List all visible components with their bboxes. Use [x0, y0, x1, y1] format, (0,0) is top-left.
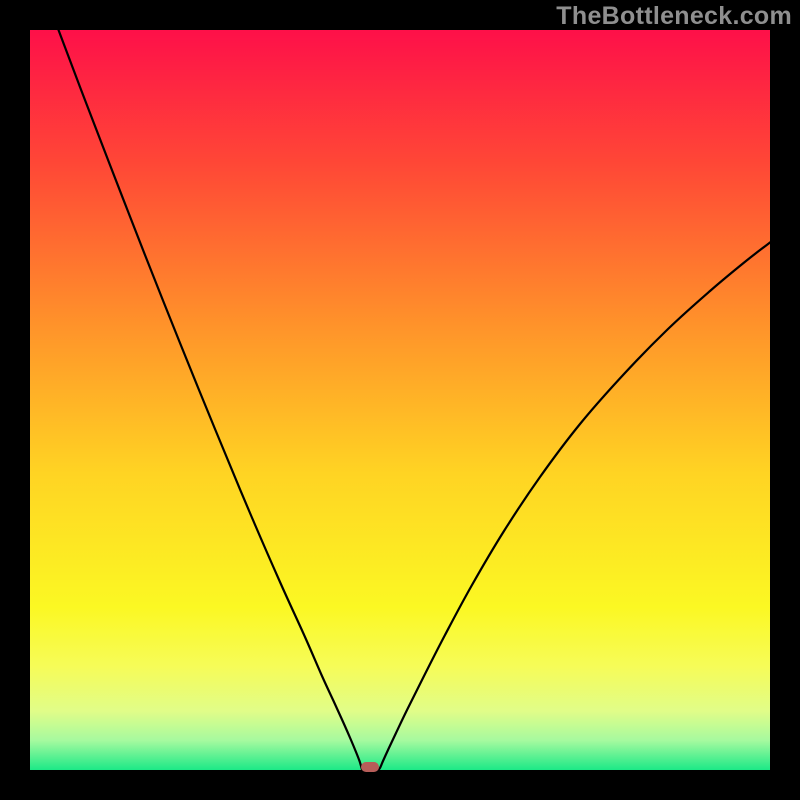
optimal-point-marker [361, 762, 379, 772]
watermark-text: TheBottleneck.com [556, 2, 792, 31]
bottleneck-curve [0, 0, 800, 800]
chart-canvas: TheBottleneck.com [0, 0, 800, 800]
